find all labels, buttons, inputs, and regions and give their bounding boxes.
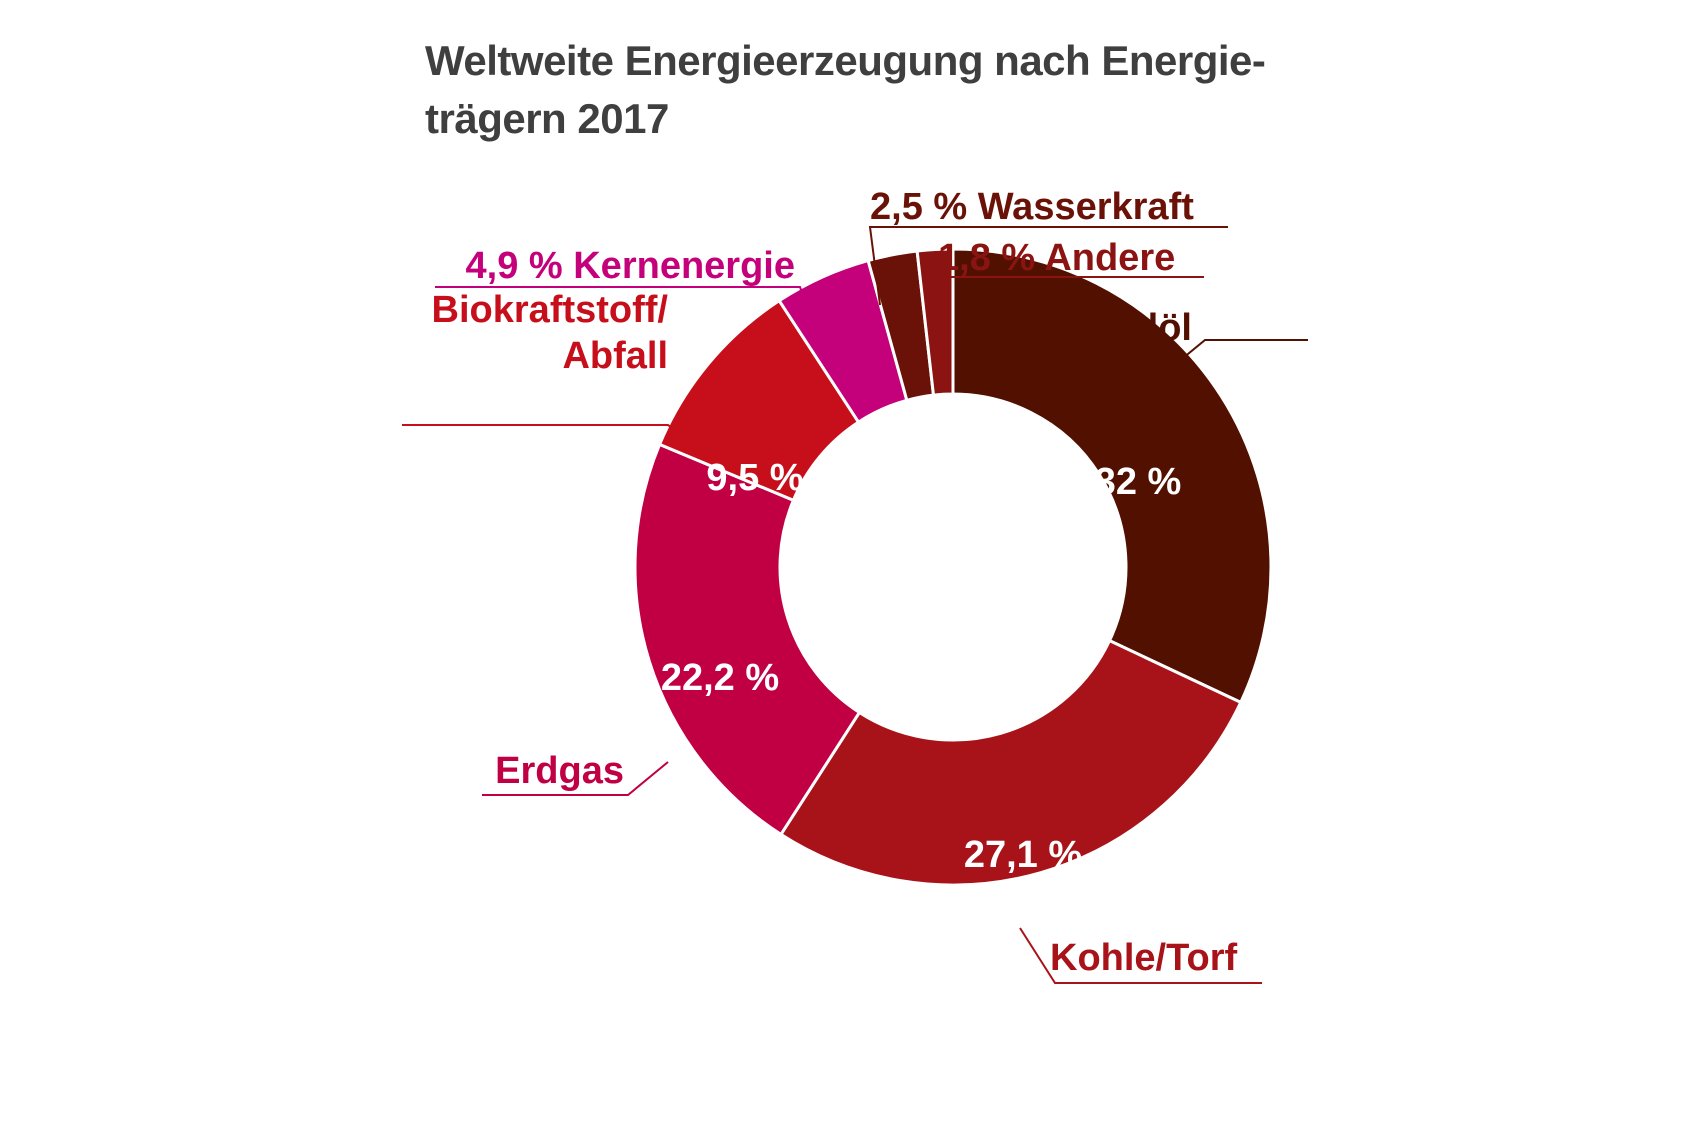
chart-title-line-1: Weltweite Energieerzeugung nach Energie- [425,37,1266,84]
callout-line-erdoel [1159,339,1308,378]
slice-value-biokraftstoff: 9,5 % [706,457,803,499]
slice-value-kohle: 27,1 % [964,834,1082,876]
slice-label-kernenergie: 4,9 % Kernenergie [466,245,795,287]
chart-title-line-2: trägern 2017 [425,95,669,142]
slice-label-biokraftstoff-2: Abfall [562,335,668,377]
slice-kohle [778,638,1243,887]
slice-label-biokraftstoff-1: Biokraftstoff/ [432,289,669,331]
callout-line-wasserkraft [868,226,1228,306]
chart-title: Weltweite Energieerzeugung nach Energie-… [425,32,1325,148]
slice-value-erdoel: 32 % [1095,461,1182,503]
slice-erdoel [951,247,1273,705]
callout-line-kernenergie [435,286,817,331]
slice-label-erdgas: Erdgas [495,750,624,792]
slice-value-erdgas: 22,2 % [661,657,779,699]
callout-line-andere [932,276,1204,304]
slice-andere [915,247,955,397]
callout-line-kohle [1019,927,1262,984]
slice-label-kohle: Kohle/Torf [1050,937,1238,979]
slice-label-wasserkraft: 2,5 % Wasserkraft [870,186,1194,228]
slice-value-labels: 32 % 27,1 % 22,2 % 9,5 % [661,457,1181,876]
slice-callouts: Erdöl Kohle/Torf Erdgas Biokraftstoff/Abfal… [402,186,1308,984]
slice-label-erdoel: Erdöl [1095,307,1192,349]
callout-line-erdgas [482,761,669,796]
callout-line-biokraftstoff [402,424,693,443]
slice-erdgas [633,442,862,837]
donut-slices [633,247,1273,887]
slice-label-andere: 1,8 % Andere [938,237,1175,279]
